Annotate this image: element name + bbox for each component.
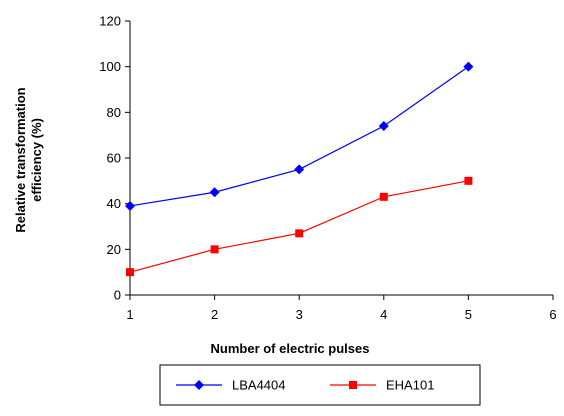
y-axis-title-line-1: Relative transformation: [13, 87, 28, 232]
data-point: [209, 187, 220, 198]
legend-label: EHA101: [386, 378, 434, 393]
data-point: [295, 229, 304, 238]
series-lba4404: [125, 61, 474, 211]
y-tick-label: 20: [107, 242, 121, 257]
data-point: [463, 61, 474, 72]
x-tick-label: 6: [549, 307, 556, 322]
legend-marker: [194, 380, 204, 390]
series-eha101: [126, 176, 473, 277]
series-layer: [125, 61, 474, 277]
x-tick-label: 1: [126, 307, 133, 322]
x-tick-label: 3: [296, 307, 303, 322]
x-axis: 1 2 3 4 5 6: [126, 294, 557, 322]
y-axis-title-line-2: efficiency (%): [29, 118, 44, 202]
x-tick-label: 2: [211, 307, 218, 322]
legend-label: LBA4404: [232, 378, 286, 393]
series-line: [129, 66, 469, 207]
y-tick-label: 100: [99, 59, 121, 74]
legend: LBA4404 EHA101: [159, 364, 481, 406]
y-tick-label: 40: [107, 196, 121, 211]
y-tick-label: 0: [114, 288, 121, 303]
x-tick-label: 5: [465, 307, 472, 322]
data-point: [294, 164, 305, 175]
y-axis-title: Relative transformation efficiency (%): [13, 87, 44, 232]
data-point: [126, 268, 134, 277]
x-axis-title: Number of electric pulses: [211, 341, 370, 356]
legend-marker: [349, 381, 357, 389]
data-point: [378, 121, 389, 132]
data-point: [464, 176, 473, 185]
data-point: [210, 245, 219, 254]
data-point: [379, 192, 388, 201]
y-tick-label: 60: [107, 151, 121, 166]
y-tick-label: 120: [99, 14, 121, 29]
x-tick-label: 4: [380, 307, 387, 322]
legend-entry-lba4404: LBA4404: [176, 378, 286, 393]
legend-entry-eha101: EHA101: [330, 378, 434, 393]
y-axis: 0 20 40 60 80 100 120: [99, 14, 131, 303]
series-line: [129, 180, 469, 273]
data-point: [125, 200, 135, 211]
y-tick-label: 80: [107, 105, 121, 120]
